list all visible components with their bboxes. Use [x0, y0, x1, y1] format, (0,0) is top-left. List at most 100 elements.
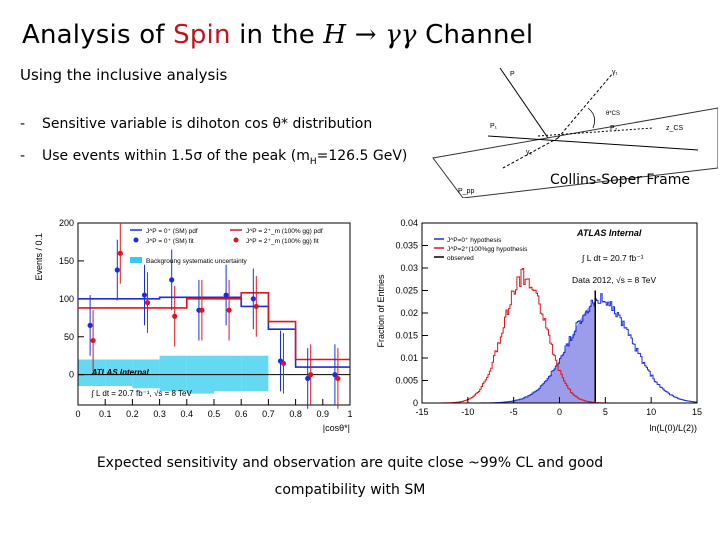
sm-fit-point [223, 292, 229, 298]
diagram-label-p1: P₁ [490, 123, 498, 130]
y-tick-label: 0.025 [395, 286, 418, 296]
y-axis-label: Events / 0.1 [34, 233, 44, 281]
spin2-pdf-line [78, 291, 350, 361]
diagram-label-gamma1: γ₁ [612, 69, 619, 76]
y-tick-label: 0 [413, 398, 418, 408]
lumi-label: ∫ L dt = 20.7 fb⁻¹ [581, 253, 644, 263]
y-tick-label: 200 [59, 218, 74, 228]
x-tick-label: 0.8 [289, 409, 302, 419]
sm-fit-point [305, 375, 311, 382]
diagram-label-p2: P₂ [610, 125, 618, 132]
y-tick-label: 100 [59, 294, 74, 304]
band-bin [214, 355, 242, 392]
legend-entry: J^P=2⁺(100%gg hypothesis [447, 246, 528, 253]
legend-entry: J^P = 0⁺ (SM) pdf [146, 228, 198, 235]
slide-title: Analysis of Spin in the H → γγ Channel [22, 20, 534, 50]
x-tick-label: -10 [461, 407, 474, 417]
x-tick-label: 0.2 [126, 409, 139, 419]
collins-soper-diagram: P γ₁ θ*CS z_CS P₁ P₂ γ₂ P_pp [432, 67, 718, 198]
x-tick-label: 5 [603, 407, 608, 417]
x-tick-label: 0.3 [153, 409, 166, 419]
y-tick-label: 0.04 [400, 218, 418, 228]
legend-entry: J^P = 2⁺_m (100% gg) fit [246, 238, 319, 245]
diagram-theta-arc [587, 107, 596, 129]
diagram-label-p: P [510, 71, 515, 78]
diagram-label-gamma2: γ₂ [526, 149, 533, 156]
diagram-gamma1-line [557, 72, 614, 139]
diagram-plane [432, 107, 718, 198]
y-tick-label: 0.035 [395, 241, 418, 251]
band-bin [105, 359, 133, 387]
diagram-gamma2-line [502, 137, 559, 169]
sm-pvalue-fill [422, 301, 596, 403]
conclusion-line-2: compatibility with SM [274, 482, 426, 498]
spin2-fit-point [90, 337, 96, 344]
x-tick-label: 0 [557, 407, 562, 417]
legend-entry: J^P=0⁺ hypothesis [447, 237, 502, 244]
x-tick-label: 0.4 [181, 409, 194, 419]
band-bin [241, 355, 269, 392]
spin2-fit-point [253, 303, 259, 310]
subtitle: Using the inclusive analysis [20, 66, 228, 84]
diagram-label-theta: θ*CS [606, 111, 620, 117]
y-tick-label: 0.01 [400, 353, 418, 363]
diagram-proton-line [487, 135, 699, 151]
spin2-fit-point [280, 360, 287, 366]
y-tick-label: 0.03 [400, 263, 418, 273]
x-tick-label: 10 [646, 407, 656, 417]
diagram-pt-line [499, 67, 549, 139]
bullet-2: - Use events within 1.5σ of the peak (mH=… [20, 148, 408, 167]
cos-theta-chart: 0 0.1 0.2 0.3 0.4 0.5 0.6 0.7 0.8 0.9 1 0 50 100 150 20… [34, 218, 353, 433]
x-axis-label: ln(L(0)/L(2)) [649, 423, 697, 433]
data-label: Data 2012, √s = 8 TeV [572, 275, 656, 285]
spin2-fit-point [199, 307, 205, 313]
diagram-label-zcs: z_CS [666, 125, 683, 132]
conclusion-line-1: Expected sensitivity and observation are… [96, 455, 604, 471]
spin2-fit-point [117, 250, 123, 256]
title-highlight: Spin [173, 20, 231, 50]
legend-entry: Backgroung systematic uncertainty [146, 258, 248, 265]
sm-fit-point [332, 372, 338, 378]
y-axis-label: Fraction of Entries [376, 274, 386, 348]
x-tick-label: 0.5 [208, 409, 221, 419]
band-bin [132, 359, 160, 389]
legend-swatch [130, 257, 142, 263]
title-math: H → γγ [323, 20, 417, 50]
x-tick-label: 0 [75, 409, 80, 419]
legend-entry: observed [447, 255, 474, 262]
y-tick-label: 0.02 [400, 308, 418, 318]
x-tick-label: 0.1 [99, 409, 112, 419]
atlas-label: ATLAS Internal [576, 228, 642, 238]
legend-swatch [133, 237, 139, 243]
x-tick-label: 0.6 [235, 409, 248, 419]
legend-swatch [233, 237, 239, 243]
x-axis-label: |cosθ*| [323, 423, 350, 433]
bullet-1: - Sensitive variable is dihoton cos θ* di… [20, 116, 373, 132]
diagram-zcs-line [537, 127, 654, 137]
spin2-fit-point [308, 372, 314, 378]
x-tick-label: 1 [347, 409, 352, 419]
x-tick-label: -15 [415, 407, 428, 417]
x-tick-label: 15 [692, 407, 702, 417]
sm-fit-point [169, 277, 175, 283]
atlas-label: ATLAS Internal [91, 368, 150, 377]
legend-entry: J^P = 0⁺ (SM) fit [146, 238, 194, 245]
y-tick-label: 0.015 [395, 331, 418, 341]
x-tick-label: -5 [510, 407, 518, 417]
y-tick-label: 50 [64, 332, 74, 342]
x-tick-label: 0.9 [317, 409, 330, 419]
lumi-label: ∫ L dt = 20.7 fb⁻¹, √s = 8 TeV [91, 389, 193, 398]
likelihood-ratio-chart: -15 -10 -5 0 5 10 15 0 0.005 0.01 0.015 0.02 0.025 0.… [376, 218, 702, 433]
x-tick-label: 0.7 [262, 409, 275, 419]
sm-fit-point [87, 322, 93, 328]
band-bin [78, 359, 106, 387]
y-tick-label: 150 [59, 256, 74, 266]
diagram-label-ppp: P_pp [458, 188, 474, 195]
y-tick-label: 0 [69, 370, 74, 380]
band-bin [159, 355, 187, 392]
spin2-fit-point [172, 313, 178, 319]
legend-entry: J^P = 2⁺_m (100% gg) pdf [246, 228, 323, 235]
spin2-fit-point [226, 307, 232, 313]
y-tick-label: 0.005 [395, 376, 418, 386]
sm-fit-point [141, 292, 148, 298]
